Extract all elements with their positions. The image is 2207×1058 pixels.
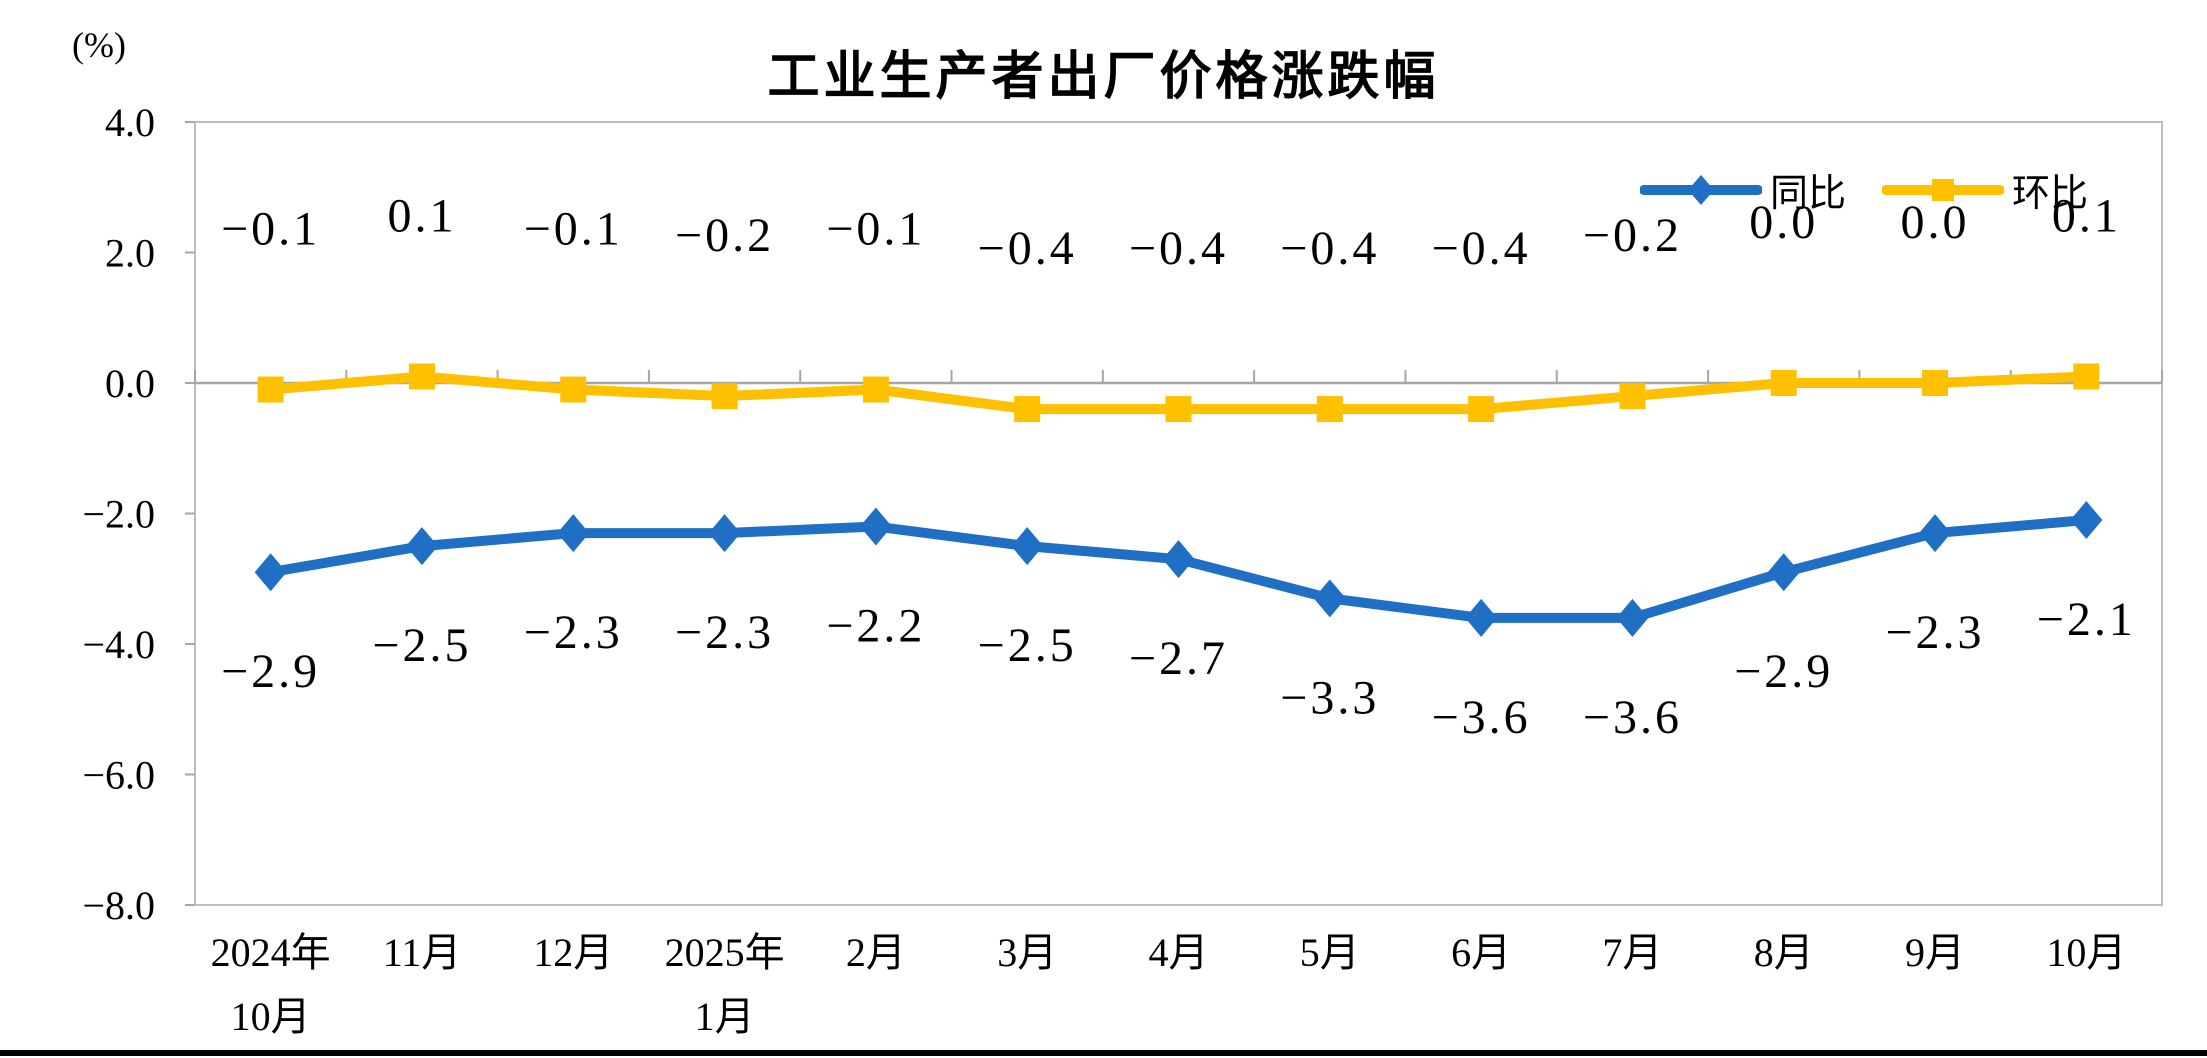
yoy-marker: [2070, 501, 2103, 540]
yoy-data-label: −2.9: [1734, 645, 1833, 698]
chart-title: 工业生产者出厂价格涨跌幅: [767, 49, 1440, 106]
mom-data-label: −0.2: [1583, 209, 1682, 262]
mom-legend-label: 环比: [2012, 173, 2089, 215]
yoy-data-label: −2.9: [221, 645, 320, 698]
yoy-marker: [1767, 553, 1800, 592]
y-tick-label: −2.0: [82, 492, 155, 537]
yoy-data-label: −2.3: [524, 606, 623, 659]
x-category-label: 3月: [997, 930, 1057, 975]
yoy-marker: [1616, 598, 1649, 637]
mom-data-label: −0.4: [1280, 222, 1379, 275]
x-category-label: 11月: [383, 930, 462, 975]
mom-marker: [1619, 383, 1646, 410]
mom-data-label: −0.1: [524, 203, 623, 256]
yoy-data-label: −3.6: [1432, 691, 1531, 744]
yoy-marker: [1162, 540, 1195, 579]
mom-marker: [1316, 396, 1343, 423]
bottom-divider: [0, 1050, 2207, 1056]
y-tick-label: −8.0: [82, 883, 155, 928]
x-category-label: 4月: [1149, 930, 1209, 975]
yoy-marker: [254, 553, 287, 592]
yoy-marker: [1465, 598, 1498, 637]
x-category-label: 2月: [846, 930, 906, 975]
mom-data-label: −0.1: [826, 203, 925, 256]
mom-data-label: 0.0: [1749, 196, 1818, 249]
x-category-label: 2025年 1月: [665, 930, 785, 1039]
yoy-legend-label: 同比: [1770, 173, 1847, 215]
mom-data-label: −0.1: [221, 203, 320, 256]
mom-marker: [2073, 363, 2100, 390]
mom-data-label: −0.2: [675, 209, 774, 262]
mom-marker: [1014, 396, 1041, 423]
y-tick-label: −4.0: [82, 622, 155, 667]
mom-legend-marker: [1932, 178, 1955, 201]
mom-marker: [862, 376, 889, 403]
yoy-data-label: −2.1: [2037, 593, 2136, 646]
x-category-label: 6月: [1451, 930, 1511, 975]
yoy-marker: [557, 514, 590, 553]
x-category-label: 2024年 10月: [211, 930, 331, 1039]
yoy-marker: [1313, 579, 1346, 618]
y-tick-label: 4.0: [105, 100, 155, 145]
yoy-data-label: −2.3: [1885, 606, 1984, 659]
yoy-marker: [405, 527, 438, 566]
yoy-data-label: −3.6: [1583, 691, 1682, 744]
yoy-data-label: −2.3: [675, 606, 774, 659]
yoy-data-label: −2.2: [826, 600, 925, 653]
yoy-data-label: −2.7: [1129, 632, 1228, 685]
mom-marker: [1165, 396, 1192, 423]
legend-item-yoy: 同比: [1640, 162, 1846, 217]
mom-marker: [1770, 370, 1797, 396]
x-category-label: 7月: [1602, 930, 1662, 975]
yoy-data-label: −3.3: [1280, 671, 1379, 724]
x-category-label: 12月: [533, 930, 613, 975]
y-axis-unit-label: (%): [72, 25, 126, 65]
yoy-marker: [1919, 514, 1952, 553]
x-category-label: 5月: [1300, 930, 1360, 975]
x-category-label: 10月: [2046, 930, 2126, 975]
y-tick-label: −6.0: [82, 753, 155, 798]
yoy-data-label: −2.5: [978, 619, 1077, 672]
yoy-data-label: −2.5: [372, 619, 471, 672]
yoy-legend-marker: [1688, 174, 1714, 205]
mom-marker: [257, 376, 284, 403]
mom-line-marker-icon: [1882, 178, 2005, 201]
mom-data-label: −0.4: [1432, 222, 1531, 275]
yoy-marker: [1011, 527, 1044, 566]
mom-marker: [1468, 396, 1495, 423]
y-tick-label: 0.0: [105, 361, 155, 406]
mom-marker: [408, 363, 435, 390]
mom-marker: [1922, 370, 1949, 396]
mom-marker: [711, 383, 738, 410]
mom-data-label: 0.1: [387, 189, 456, 242]
legend: 同比 环比: [1640, 162, 2088, 217]
yoy-marker: [859, 507, 892, 546]
mom-data-label: −0.4: [1129, 222, 1228, 275]
mom-data-label: 0.0: [1901, 196, 1970, 249]
y-tick-label: 2.0: [105, 231, 155, 276]
x-category-label: 9月: [1905, 930, 1965, 975]
mom-data-label: 0.1: [2052, 189, 2121, 242]
mom-data-label: −0.4: [978, 222, 1077, 275]
x-category-label: 8月: [1754, 930, 1814, 975]
legend-item-mom: 环比: [1882, 162, 2088, 217]
mom-marker: [560, 376, 587, 403]
yoy-line-marker-icon: [1640, 174, 1762, 205]
yoy-marker: [708, 514, 741, 553]
